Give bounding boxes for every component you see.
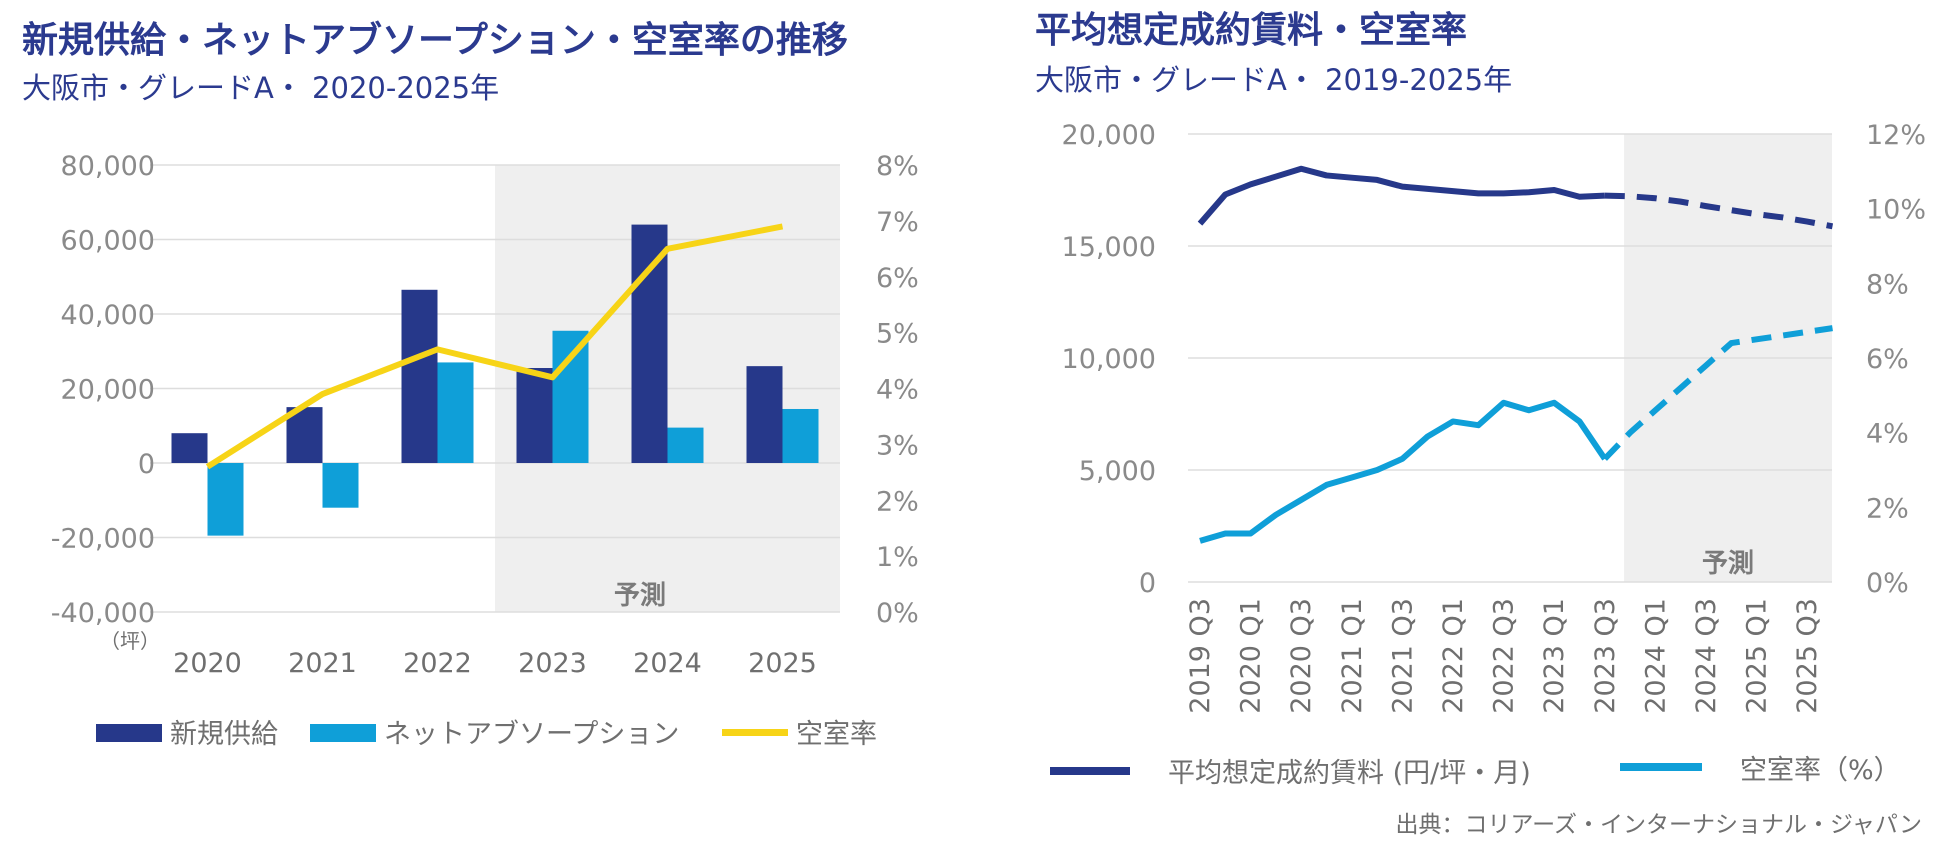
y2-tick-label: 2% bbox=[1866, 493, 1909, 524]
y2-tick-label: 4% bbox=[1866, 419, 1909, 450]
x-tick-label: 2025 bbox=[748, 648, 817, 679]
y2-tick-label: 7% bbox=[876, 207, 919, 238]
bar-net-absorption bbox=[552, 330, 589, 463]
x-tick-label: 2022 Q3 bbox=[1489, 598, 1520, 714]
left-chart-subtitle: 大阪市・グレードA・ 2020-2025年 bbox=[22, 71, 499, 105]
y-tick-label: 0 bbox=[1139, 568, 1156, 599]
bar-net-absorption bbox=[782, 408, 819, 463]
right-chart: 予測 20,000 15,000 10,000 5,000 0 12% 10% 8% 6% 4% 2%… bbox=[1050, 120, 1926, 789]
x-tick-label: 2025 Q1 bbox=[1742, 598, 1773, 714]
legend-swatch-rent bbox=[1050, 767, 1130, 775]
y-tick-label: 20,000 bbox=[1062, 120, 1156, 151]
y2-tick-label: 1% bbox=[876, 542, 919, 573]
y-tick-label: 0 bbox=[138, 449, 155, 480]
bar-net-absorption bbox=[322, 463, 359, 508]
x-tick-label: 2020 bbox=[173, 648, 242, 679]
right-chart-subtitle: 大阪市・グレードA・ 2019-2025年 bbox=[1035, 63, 1512, 97]
legend-swatch-new-supply bbox=[96, 724, 162, 742]
left-chart-ylabel: （坪） bbox=[100, 629, 160, 653]
x-tick-label: 2019 Q3 bbox=[1185, 598, 1216, 714]
legend-swatch-net-absorption bbox=[310, 724, 376, 742]
x-tick-label: 2023 bbox=[518, 648, 587, 679]
x-tick-label: 2020 Q3 bbox=[1286, 598, 1317, 714]
legend-label-new-supply: 新規供給 bbox=[170, 719, 278, 750]
y-tick-label: 80,000 bbox=[61, 151, 155, 182]
legend-label-vacancy: 空室率（%） bbox=[1740, 755, 1901, 786]
x-tick-label: 2024 Q3 bbox=[1691, 598, 1722, 714]
x-tick-label: 2023 Q1 bbox=[1539, 598, 1570, 714]
source-note: 出典：コリアーズ・インターナショナル・ジャパン bbox=[1396, 812, 1922, 838]
rent-line-actual bbox=[1197, 165, 1605, 226]
bar-new-supply bbox=[171, 433, 208, 463]
x-tick-label: 2024 Q1 bbox=[1640, 598, 1671, 714]
x-tick-label: 2025 Q3 bbox=[1792, 598, 1823, 714]
legend-swatch-vacancy bbox=[722, 729, 788, 736]
bar-new-supply bbox=[631, 224, 668, 463]
right-chart-title: 平均想定成約賃料・空室率 bbox=[1035, 10, 1467, 51]
forecast-label: 予測 bbox=[614, 581, 666, 611]
x-tick-label: 2023 Q3 bbox=[1590, 598, 1621, 714]
x-tick-label: 2020 Q1 bbox=[1236, 598, 1267, 714]
y-tick-label: 10,000 bbox=[1062, 344, 1156, 375]
y-tick-label: -20,000 bbox=[51, 524, 155, 555]
y-tick-label: 20,000 bbox=[61, 375, 155, 406]
rent-line-forecast bbox=[1604, 192, 1834, 230]
left-chart-title: 新規供給・ネットアブソープション・空室率の推移 bbox=[22, 19, 848, 61]
x-tick-label: 2021 bbox=[288, 648, 357, 679]
y2-tick-label: 2% bbox=[876, 486, 919, 517]
bar-net-absorption bbox=[667, 427, 704, 463]
bar-new-supply bbox=[401, 289, 438, 463]
legend-swatch-vacancy bbox=[1620, 763, 1702, 771]
bar-new-supply bbox=[746, 366, 783, 463]
y2-tick-label: 6% bbox=[876, 263, 919, 294]
y2-tick-label: 0% bbox=[876, 598, 919, 629]
y2-tick-label: 4% bbox=[876, 375, 919, 406]
x-tick-label: 2021 Q1 bbox=[1337, 598, 1368, 714]
y2-tick-label: 0% bbox=[1866, 568, 1909, 599]
y2-tick-label: 8% bbox=[1866, 269, 1909, 300]
x-tick-label: 2022 Q1 bbox=[1438, 598, 1469, 714]
y2-tick-label: 12% bbox=[1866, 120, 1926, 151]
vacancy-line bbox=[205, 223, 784, 470]
y-tick-label: -40,000 bbox=[51, 598, 155, 629]
y-tick-label: 5,000 bbox=[1079, 456, 1156, 487]
y2-tick-label: 10% bbox=[1866, 195, 1926, 226]
y-tick-label: 40,000 bbox=[61, 300, 155, 331]
x-tick-label: 2024 bbox=[633, 648, 702, 679]
y-tick-label: 60,000 bbox=[61, 226, 155, 257]
x-tick-label: 2022 bbox=[403, 648, 472, 679]
legend-label-net-absorption: ネットアブソープション bbox=[384, 719, 679, 750]
y-tick-label: 15,000 bbox=[1062, 232, 1156, 263]
y2-tick-label: 5% bbox=[876, 319, 919, 350]
bar-net-absorption bbox=[207, 463, 244, 536]
y2-tick-label: 8% bbox=[876, 151, 919, 182]
left-chart: 予測 80,000 60,000 40,000 20,000 0 -20,000 -40,00… bbox=[51, 151, 919, 750]
forecast-label: 予測 bbox=[1702, 549, 1754, 579]
y2-tick-label: 6% bbox=[1866, 344, 1909, 375]
bar-new-supply bbox=[516, 368, 553, 463]
vacancy-line-forecast bbox=[1602, 325, 1833, 461]
bar-net-absorption bbox=[437, 362, 474, 463]
vacancy-line-actual bbox=[1199, 399, 1608, 544]
x-tick-label: 2021 Q3 bbox=[1387, 598, 1418, 714]
y2-tick-label: 3% bbox=[876, 430, 919, 461]
legend-label-vacancy: 空室率 bbox=[796, 719, 877, 750]
legend-label-rent: 平均想定成約賃料 (円/坪・月) bbox=[1168, 758, 1531, 789]
